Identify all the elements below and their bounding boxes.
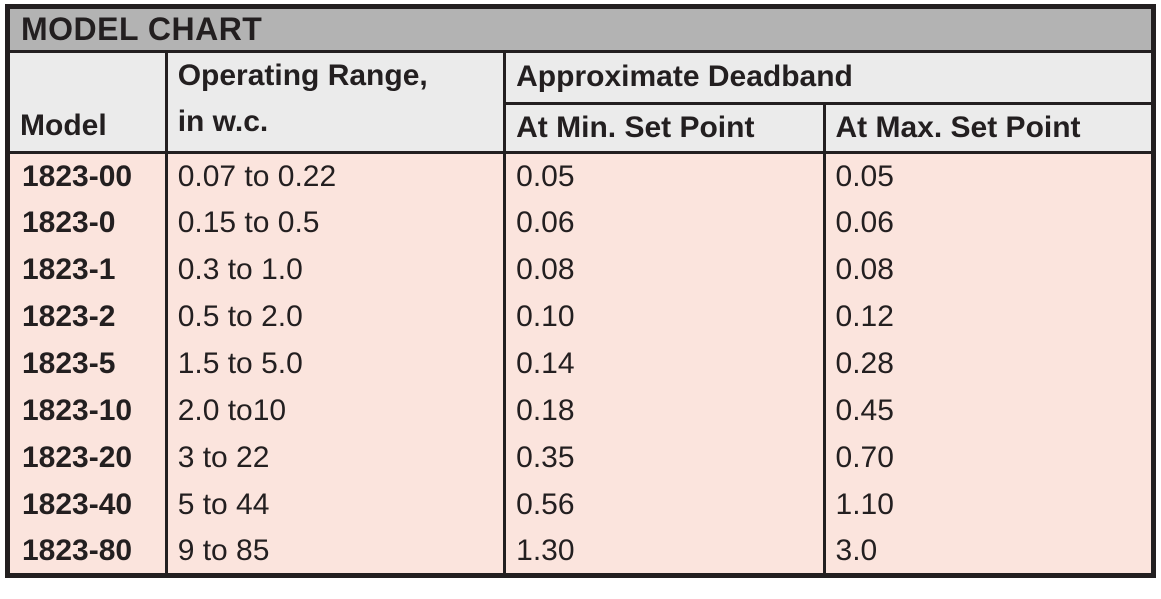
table-row: 1823-5 1.5 to 5.0 0.14 0.28 xyxy=(7,340,1154,388)
table-row: 1823-2 0.5 to 2.0 0.10 0.12 xyxy=(7,293,1154,341)
header-row-group: Model Operating Range, in w.c. Approxima… xyxy=(7,51,1154,153)
table-row: 1823-00 0.07 to 0.22 0.05 0.05 xyxy=(7,152,1154,200)
min-deadband-cell: 0.14 xyxy=(504,340,826,388)
model-cell: 1823-2 xyxy=(7,293,168,341)
min-deadband-cell: 0.56 xyxy=(504,481,826,529)
title-row: MODEL CHART xyxy=(7,6,1154,53)
max-deadband-cell: 0.12 xyxy=(824,293,1154,341)
model-cell: 1823-40 xyxy=(7,481,168,529)
table-row: 1823-80 9 to 85 1.30 3.0 xyxy=(7,528,1154,576)
column-header-min-set-point: At Min. Set Point xyxy=(504,103,826,153)
table-row: 1823-20 3 to 22 0.35 0.70 xyxy=(7,434,1154,482)
min-deadband-cell: 0.08 xyxy=(504,246,826,294)
max-deadband-cell: 0.05 xyxy=(824,152,1154,200)
min-deadband-cell: 0.06 xyxy=(504,199,826,247)
model-cell: 1823-5 xyxy=(7,340,168,388)
operating-range-label-line2: in w.c. xyxy=(177,105,269,138)
range-cell: 3 to 22 xyxy=(166,434,507,482)
max-deadband-cell: 0.70 xyxy=(824,434,1154,482)
max-deadband-cell: 0.28 xyxy=(824,340,1154,388)
model-cell: 1823-80 xyxy=(7,528,168,576)
column-header-model: Model xyxy=(7,51,168,153)
min-deadband-cell: 0.05 xyxy=(504,152,826,200)
table-header: MODEL CHART Model Operating Range, in w.… xyxy=(7,6,1154,153)
table-row: 1823-0 0.15 to 0.5 0.06 0.06 xyxy=(7,199,1154,247)
table-row: 1823-40 5 to 44 0.56 1.10 xyxy=(7,481,1154,529)
min-deadband-cell: 0.18 xyxy=(504,387,826,435)
range-cell: 5 to 44 xyxy=(166,481,507,529)
header-row-sub: At Min. Set Point At Max. Set Point xyxy=(8,103,1154,153)
max-deadband-cell: 0.45 xyxy=(824,387,1154,435)
range-cell: 1.5 to 5.0 xyxy=(166,340,507,388)
table-title: MODEL CHART xyxy=(7,6,1154,53)
min-deadband-cell: 1.30 xyxy=(504,528,826,576)
range-cell: 0.15 to 0.5 xyxy=(166,199,507,247)
max-deadband-cell: 1.10 xyxy=(824,481,1154,529)
min-deadband-cell: 0.10 xyxy=(504,293,826,341)
max-deadband-cell: 0.06 xyxy=(824,199,1154,247)
min-deadband-cell: 0.35 xyxy=(504,434,826,482)
operating-range-label-line1: Operating Range, xyxy=(177,59,428,92)
max-deadband-cell: 0.08 xyxy=(824,246,1154,294)
range-cell: 0.07 to 0.22 xyxy=(166,152,507,200)
model-cell: 1823-0 xyxy=(7,199,168,247)
model-cell: 1823-00 xyxy=(7,152,168,200)
max-deadband-cell: 3.0 xyxy=(824,528,1154,576)
model-chart-table: MODEL CHART Model Operating Range, in w.… xyxy=(5,4,1156,578)
table-row: 1823-10 2.0 to10 0.18 0.45 xyxy=(7,387,1154,435)
table-body: 1823-00 0.07 to 0.22 0.05 0.05 1823-0 0.… xyxy=(7,152,1154,576)
range-cell: 0.5 to 2.0 xyxy=(166,293,507,341)
range-cell: 0.3 to 1.0 xyxy=(166,246,507,294)
column-header-deadband-group: Approximate Deadband xyxy=(504,51,1154,105)
column-header-max-set-point: At Max. Set Point xyxy=(824,103,1154,153)
range-cell: 9 to 85 xyxy=(166,528,507,576)
range-cell: 2.0 to10 xyxy=(166,387,507,435)
model-cell: 1823-20 xyxy=(7,434,168,482)
model-cell: 1823-10 xyxy=(7,387,168,435)
column-header-operating-range: Operating Range, in w.c. xyxy=(166,51,507,153)
table-row: 1823-1 0.3 to 1.0 0.08 0.08 xyxy=(7,246,1154,294)
model-cell: 1823-1 xyxy=(7,246,168,294)
